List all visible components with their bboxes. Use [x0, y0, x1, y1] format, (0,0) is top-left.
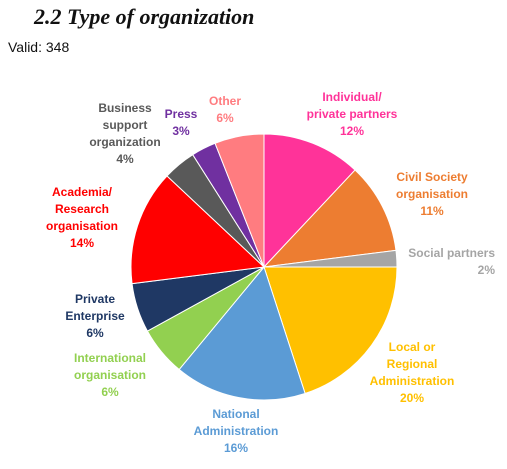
slice-label-line: organization	[89, 135, 160, 149]
slice-label-5: International organisation 6%	[74, 351, 146, 399]
slice-label-line: Local or	[389, 340, 436, 354]
pie-slice-10	[214, 133, 265, 268]
slice-label-7: Academia/Research organisation 14%	[46, 185, 118, 250]
slice-percent: 3%	[172, 124, 190, 138]
slice-percent: 4%	[116, 152, 134, 166]
slice-label-6: Private Enterprise 6%	[65, 292, 125, 340]
slice-label-line: Academia/	[52, 185, 113, 199]
slice-label-2: Social partners 2%	[408, 246, 495, 277]
slice-label-9: Press 3%	[165, 107, 198, 138]
pie-slice-0	[263, 133, 356, 269]
slice-percent: 14%	[70, 236, 94, 250]
slice-label-line: Other	[209, 94, 241, 108]
slice-label-line: Administration	[194, 424, 279, 438]
slice-label-3: Local or Regional Administration 20%	[370, 340, 455, 405]
slice-label-line: Civil Society	[396, 170, 468, 184]
slice-label-line: Social partners	[408, 246, 495, 260]
slice-percent: 11%	[420, 204, 444, 218]
slice-label-10: Other 6%	[209, 94, 241, 125]
slice-label-line: Research	[55, 202, 109, 216]
pie-slice-1	[262, 169, 397, 268]
slice-label-line: Private	[75, 292, 115, 306]
slice-label-8: Business support organization 4%	[89, 101, 160, 166]
slice-label-line: organisation	[396, 187, 468, 201]
slice-label-0: Individual/private partners 12%	[307, 90, 398, 138]
slice-label-line: organisation	[46, 219, 118, 233]
pie-labels: Individual/private partners 12% Civil Soci…	[46, 90, 495, 455]
slice-label-line: Business	[98, 101, 152, 115]
slice-label-line: Press	[165, 107, 198, 121]
slice-label-line: organisation	[74, 368, 146, 382]
slice-label-4: National Administration 16%	[194, 407, 279, 455]
slice-label-line: private partners	[307, 107, 398, 121]
pie-slices	[130, 133, 398, 401]
page-title: 2.2 Type of organization	[34, 4, 255, 29]
slice-label-line: Regional	[387, 357, 438, 371]
slice-percent: 12%	[340, 124, 364, 138]
slice-label-line: Individual/	[322, 90, 382, 104]
slice-label-1: Civil Society organisation 11%	[396, 170, 468, 218]
valid-count: Valid: 348	[8, 39, 70, 55]
slice-label-line: support	[103, 118, 148, 132]
pie-slice-3	[263, 266, 398, 395]
slice-label-line: International	[74, 351, 146, 365]
slice-percent: 20%	[400, 391, 424, 405]
slice-label-line: National	[212, 407, 259, 421]
slice-percent: 6%	[216, 111, 234, 125]
slice-label-line: Administration	[370, 374, 455, 388]
slice-percent: 6%	[86, 326, 104, 340]
slice-percent: 2%	[478, 263, 496, 277]
pie-slice-4	[178, 265, 306, 401]
slice-percent: 6%	[101, 385, 119, 399]
pie-slice-7	[130, 175, 266, 285]
slice-label-line: Enterprise	[65, 309, 125, 323]
slice-percent: 16%	[224, 441, 248, 455]
